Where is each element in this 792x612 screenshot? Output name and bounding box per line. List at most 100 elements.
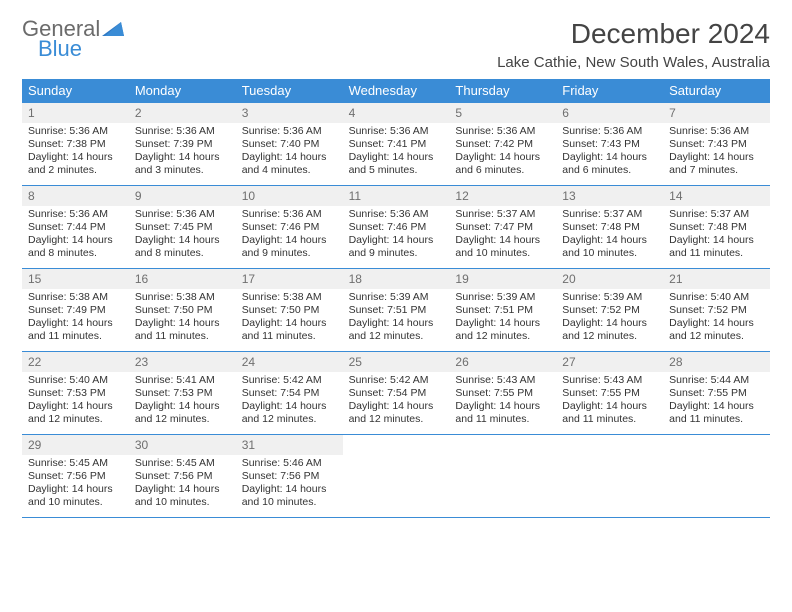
day-header: Tuesday [236,79,343,103]
sunrise-text: Sunrise: 5:46 AM [242,457,337,470]
daylight-text: Daylight: 14 hours and 11 minutes. [455,400,550,426]
sunset-text: Sunset: 7:51 PM [455,304,550,317]
day-cell: 28Sunrise: 5:44 AMSunset: 7:55 PMDayligh… [663,352,770,434]
daylight-text: Daylight: 14 hours and 11 minutes. [562,400,657,426]
sunset-text: Sunset: 7:46 PM [349,221,444,234]
location: Lake Cathie, New South Wales, Australia [497,54,770,71]
month-title: December 2024 [497,18,770,50]
day-cell: 12Sunrise: 5:37 AMSunset: 7:47 PMDayligh… [449,186,556,268]
page: General Blue December 2024 Lake Cathie, … [0,0,792,528]
daylight-text: Daylight: 14 hours and 12 minutes. [135,400,230,426]
sunrise-text: Sunrise: 5:36 AM [135,208,230,221]
sunset-text: Sunset: 7:52 PM [562,304,657,317]
daylight-text: Daylight: 14 hours and 11 minutes. [135,317,230,343]
day-number: 6 [556,103,663,123]
day-number: 5 [449,103,556,123]
day-header: Sunday [22,79,129,103]
day-number: 15 [22,269,129,289]
week-row: 15 Sunrise: 5:38 AM Sunset: 7:49 PM Dayligh… [22,269,770,352]
daylight-text: Daylight: 14 hours and 5 minutes. [349,151,444,177]
daylight-text: Daylight: 14 hours and 11 minutes. [669,400,764,426]
day-cell: 29Sunrise: 5:45 AMSunset: 7:56 PMDayligh… [22,435,129,517]
daylight-text: Daylight: 14 hours and 12 minutes. [562,317,657,343]
day-cell: 27Sunrise: 5:43 AMSunset: 7:55 PMDayligh… [556,352,663,434]
day-cell [343,435,450,517]
sunset-text: Sunset: 7:39 PM [135,138,230,151]
sunrise-text: Sunrise: 5:43 AM [455,374,550,387]
day-cell: 23Sunrise: 5:41 AMSunset: 7:53 PMDayligh… [129,352,236,434]
day-cell: 10Sunrise: 5:36 AMSunset: 7:46 PMDayligh… [236,186,343,268]
week-row: 22Sunrise: 5:40 AMSunset: 7:53 PMDayligh… [22,352,770,435]
day-number: 4 [343,103,450,123]
sunrise-text: Sunrise: 5:38 AM [135,291,230,304]
sunrise-text: Sunrise: 5:37 AM [455,208,550,221]
daylight-text: Daylight: 14 hours and 12 minutes. [455,317,550,343]
logo-word2: Blue [38,38,124,60]
daylight-text: Daylight: 14 hours and 12 minutes. [28,400,123,426]
daylight-text: Daylight: 14 hours and 12 minutes. [349,317,444,343]
day-number: 30 [129,435,236,455]
sunrise-text: Sunrise: 5:36 AM [669,125,764,138]
sunset-text: Sunset: 7:50 PM [242,304,337,317]
sunset-text: Sunset: 7:53 PM [28,387,123,400]
sunrise-text: Sunrise: 5:36 AM [242,208,337,221]
day-cell [663,435,770,517]
day-cell: 22Sunrise: 5:40 AMSunset: 7:53 PMDayligh… [22,352,129,434]
daylight-text: Daylight: 14 hours and 8 minutes. [28,234,123,260]
day-number: 7 [663,103,770,123]
header: General Blue December 2024 Lake Cathie, … [22,18,770,71]
sunrise-text: Sunrise: 5:36 AM [28,208,123,221]
sunset-text: Sunset: 7:42 PM [455,138,550,151]
day-cell: 24Sunrise: 5:42 AMSunset: 7:54 PMDayligh… [236,352,343,434]
day-cell: 5Sunrise: 5:36 AMSunset: 7:42 PMDaylight… [449,103,556,185]
daylight-text: Daylight: 14 hours and 11 minutes. [669,234,764,260]
sunset-text: Sunset: 7:54 PM [349,387,444,400]
daylight-text: Daylight: 14 hours and 4 minutes. [242,151,337,177]
sunrise-text: Sunrise: 5:42 AM [349,374,444,387]
sunset-text: Sunset: 7:48 PM [669,221,764,234]
day-header: Monday [129,79,236,103]
day-cell: 19Sunrise: 5:39 AMSunset: 7:51 PMDayligh… [449,269,556,351]
weeks-container: 1Sunrise: 5:36 AMSunset: 7:38 PMDaylight… [22,103,770,518]
day-cell [556,435,663,517]
day-cell: 11Sunrise: 5:36 AMSunset: 7:46 PMDayligh… [343,186,450,268]
daylight-text: Daylight: 14 hours and 10 minutes. [562,234,657,260]
day-number: 22 [22,352,129,372]
daylight-text: Daylight: 14 hours and 8 minutes. [135,234,230,260]
day-number: 28 [663,352,770,372]
day-cell: 21Sunrise: 5:40 AMSunset: 7:52 PMDayligh… [663,269,770,351]
day-cell: 31Sunrise: 5:46 AMSunset: 7:56 PMDayligh… [236,435,343,517]
day-cell: 26Sunrise: 5:43 AMSunset: 7:55 PMDayligh… [449,352,556,434]
sunrise-text: Sunrise: 5:36 AM [135,125,230,138]
day-cell: 16Sunrise: 5:38 AMSunset: 7:50 PMDayligh… [129,269,236,351]
sunrise-text: Sunrise: 5:36 AM [349,208,444,221]
day-number: 18 [343,269,450,289]
sunset-text: Sunset: 7:46 PM [242,221,337,234]
logo-triangle-icon [102,18,124,40]
week-row: 8Sunrise: 5:36 AMSunset: 7:44 PMDaylight… [22,186,770,269]
daylight-text: Daylight: 14 hours and 3 minutes. [135,151,230,177]
day-number: 8 [22,186,129,206]
sunset-text: Sunset: 7:38 PM [28,138,123,151]
sunset-text: Sunset: 7:44 PM [28,221,123,234]
daylight-text: Daylight: 14 hours and 10 minutes. [135,483,230,509]
sunrise-text: Sunrise: 5:36 AM [349,125,444,138]
sunset-text: Sunset: 7:55 PM [455,387,550,400]
day-cell [449,435,556,517]
daylight-text: Daylight: 14 hours and 10 minutes. [455,234,550,260]
day-cell: 30Sunrise: 5:45 AMSunset: 7:56 PMDayligh… [129,435,236,517]
day-number: 31 [236,435,343,455]
daylight-text: Daylight: 14 hours and 12 minutes. [349,400,444,426]
daylight-text: Daylight: 14 hours and 11 minutes. [242,317,337,343]
sunrise-text: Sunrise: 5:37 AM [562,208,657,221]
sunset-text: Sunset: 7:49 PM [28,304,123,317]
day-number: 3 [236,103,343,123]
daylight-text: Daylight: 14 hours and 6 minutes. [455,151,550,177]
sunrise-text: Sunrise: 5:45 AM [28,457,123,470]
sunrise-text: Sunrise: 5:41 AM [135,374,230,387]
sunrise-text: Sunrise: 5:40 AM [669,291,764,304]
day-cell: 14Sunrise: 5:37 AMSunset: 7:48 PMDayligh… [663,186,770,268]
daylight-text: Daylight: 14 hours and 9 minutes. [242,234,337,260]
daylight-text: Daylight: 14 hours and 9 minutes. [349,234,444,260]
daylight-text: Daylight: 14 hours and 6 minutes. [562,151,657,177]
